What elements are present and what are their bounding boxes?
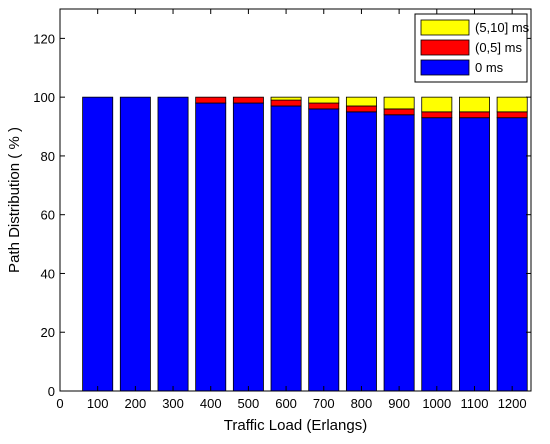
y-tick-label: 80	[41, 149, 55, 164]
x-tick-label: 800	[351, 396, 373, 411]
x-tick-label: 600	[275, 396, 297, 411]
bar-segment-200-s0	[119, 96, 151, 392]
bars-layer	[82, 96, 528, 392]
bar-segment-1100-s1	[459, 111, 490, 119]
bar-segment-1000-s1	[421, 111, 453, 119]
x-tick-label: 1100	[460, 396, 488, 411]
y-tick-label: 100	[33, 90, 55, 105]
x-tick-label: 700	[313, 396, 335, 411]
bar-segment-1200-s0	[496, 117, 528, 392]
bar-segment-900-s2	[383, 96, 415, 110]
bar-segment-700-s0	[308, 108, 340, 392]
bar-segment-1200-s1	[496, 111, 528, 119]
x-tick-label: 1200	[498, 396, 527, 411]
x-tick-label: 400	[200, 396, 222, 411]
bar-segment-800-s1	[345, 105, 377, 113]
y-axis-label: Path Distribution ( % )	[6, 127, 23, 273]
x-tick-label: 500	[238, 396, 260, 411]
legend: (5,10] ms (0,5] ms 0 ms	[414, 13, 530, 83]
bar-segment-400-s1	[195, 96, 227, 104]
x-tick-label: 900	[388, 396, 410, 411]
bar-segment-700-s2	[308, 96, 340, 104]
legend-swatch	[420, 59, 470, 76]
bar-segment-1100-s0	[459, 117, 490, 392]
bar-segment-600-s1	[270, 99, 302, 107]
y-tick-label: 20	[41, 325, 55, 340]
x-tick-label: 100	[87, 396, 109, 411]
bar-segment-900-s1	[383, 108, 415, 116]
bar-segment-700-s1	[308, 102, 340, 110]
bar-segment-500-s0	[232, 102, 264, 392]
x-tick-label: 200	[125, 396, 147, 411]
y-tick-label: 40	[41, 266, 55, 281]
bar-segment-300-s0	[157, 96, 189, 392]
x-tick-label: 1000	[422, 396, 451, 411]
legend-label: (5,10] ms	[475, 20, 530, 35]
x-tick-label: 300	[162, 396, 184, 411]
x-tick-label: 0	[56, 396, 63, 411]
x-axis-label: Traffic Load (Erlangs)	[224, 417, 367, 434]
legend-label: (0,5] ms	[475, 40, 522, 55]
legend-label: 0 ms	[475, 60, 504, 75]
bar-segment-800-s2	[345, 96, 377, 107]
legend-swatch	[420, 19, 470, 36]
bar-segment-600-s2	[270, 96, 302, 101]
bar-segment-900-s0	[383, 114, 415, 392]
legend-swatch	[420, 39, 470, 56]
bar-segment-1000-s0	[421, 117, 453, 392]
bar-segment-400-s0	[195, 102, 227, 392]
y-tick-label: 120	[33, 31, 55, 46]
bar-segment-100-s0	[82, 96, 114, 392]
bar-segment-1100-s2	[459, 96, 490, 113]
bar-segment-500-s1	[232, 96, 264, 104]
y-tick-label: 60	[41, 208, 55, 223]
bar-segment-600-s0	[270, 105, 302, 392]
plot-area-frame	[59, 8, 532, 392]
ticks-layer: 0 100 200 300 400 500 600 700 800 900 1000 1100 1200…	[33, 9, 531, 411]
bar-segment-1200-s2	[496, 96, 528, 113]
bar-segment-1000-s2	[421, 96, 453, 113]
y-tick-label: 0	[48, 384, 55, 399]
bar-segment-800-s0	[345, 111, 377, 392]
